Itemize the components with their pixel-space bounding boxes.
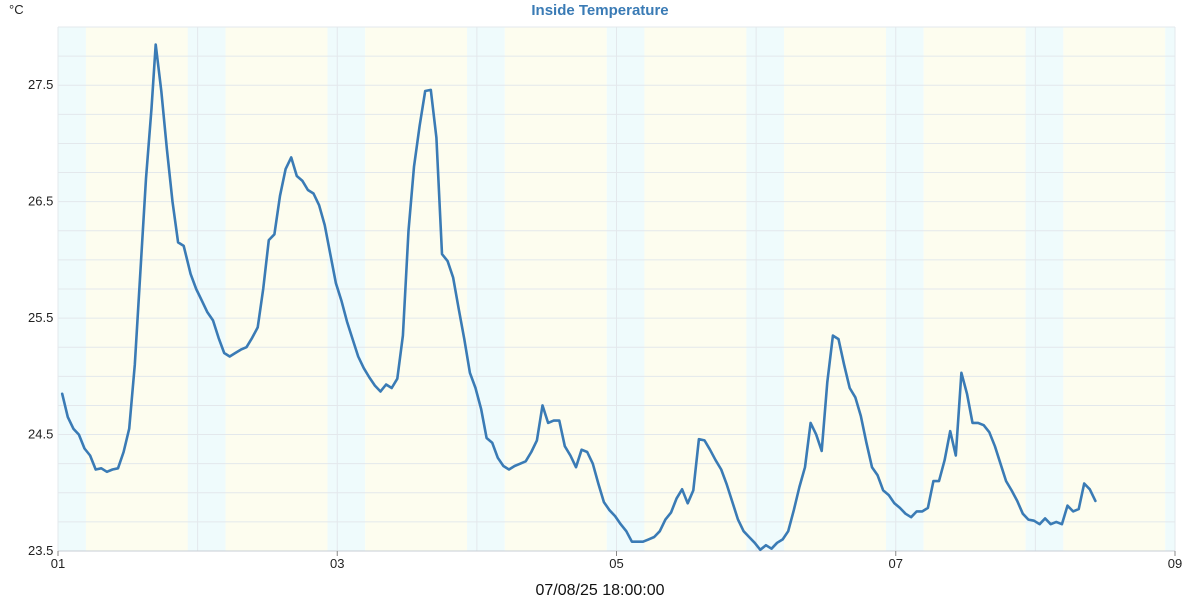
x-tick-label: 09 xyxy=(1168,556,1182,571)
axis-ticks: 23.5 24.5 25.5 26.5 27.5 01 03 05 07 09 xyxy=(28,77,1182,571)
y-tick-label: 25.5 xyxy=(28,310,53,325)
series-layer xyxy=(60,43,1097,552)
x-tick-label: 07 xyxy=(889,556,903,571)
y-tick-label: 24.5 xyxy=(28,427,53,442)
y-axis-unit: °C xyxy=(9,2,24,17)
series-line-0 xyxy=(60,43,1097,552)
chart-title: Inside Temperature xyxy=(531,2,668,19)
x-tick-label: 03 xyxy=(330,556,344,571)
x-tick-label: 01 xyxy=(51,556,65,571)
y-tick-label: 26.5 xyxy=(28,194,53,209)
y-tick-label: 23.5 xyxy=(28,543,53,558)
x-tick-label: 05 xyxy=(609,556,623,571)
timestamp-label: 07/08/25 18:00:00 xyxy=(535,582,664,599)
y-tick-label: 27.5 xyxy=(28,77,53,92)
